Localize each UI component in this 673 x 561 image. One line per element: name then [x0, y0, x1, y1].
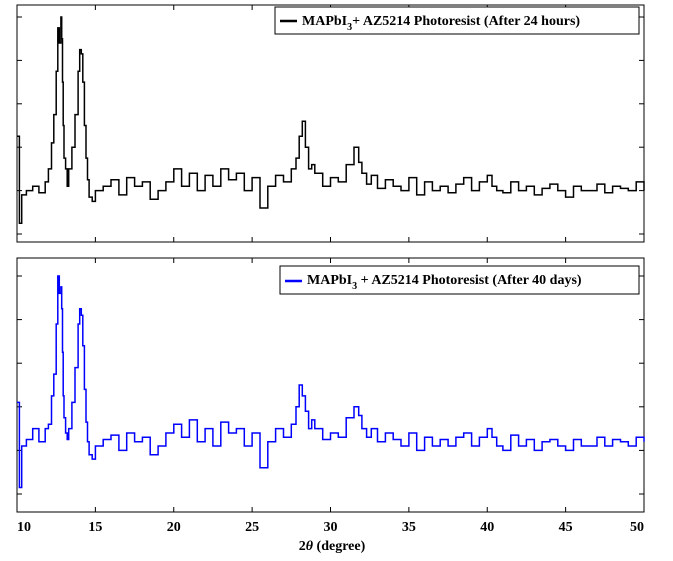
legend-label-40-days-sub: 3	[352, 281, 357, 292]
legend-box-bottom	[279, 265, 640, 295]
x-tick-label: 15	[88, 520, 102, 535]
x-tick-label: 10	[17, 520, 31, 535]
panel-bottom: MAPbI3 + AZ5214 Photoresist (After 40 da…	[16, 257, 645, 513]
legend-label-40-days-rest: + AZ5214 Photoresist (After 40 days)	[357, 273, 582, 288]
legend-bottom: MAPbI3 + AZ5214 Photoresist (After 40 da…	[279, 265, 640, 295]
x-tick-label: 20	[167, 520, 181, 535]
x-tick-label: 40	[480, 520, 494, 535]
ticks-bottom	[16, 258, 645, 512]
plot-frame-top	[16, 4, 645, 243]
legend-label-40-days-base: MAPbI	[307, 273, 352, 288]
x-tick-label: 25	[245, 520, 259, 535]
x-axis-label-suffix: (degree)	[313, 539, 366, 554]
x-tick-label: 50	[630, 520, 644, 535]
plot-frame-bottom	[16, 257, 645, 513]
x-tick-labels: 10 15 20 25 30 35 40 45 50	[17, 520, 644, 535]
legend-label-40-days: MAPbI3 + AZ5214 Photoresist (After 40 da…	[307, 273, 582, 292]
x-axis-label: 2θ (degree)	[299, 539, 366, 554]
legend-label-24-hours-base: MAPbI	[302, 14, 347, 29]
x-tick-label: 30	[324, 520, 338, 535]
legend-box-top	[274, 6, 640, 35]
legend-label-24-hours-sub: 3	[347, 22, 352, 33]
x-axis-label-prefix: 2	[299, 539, 306, 554]
legend-label-24-hours-rest: + AZ5214 Photoresist (After 24 hours)	[352, 14, 580, 29]
panel-top: MAPbI3+ AZ5214 Photoresist (After 24 hou…	[16, 4, 645, 243]
x-tick-label: 45	[559, 520, 573, 535]
series-line-24-hours	[17, 16, 645, 224]
x-axis-label-theta: θ	[306, 539, 314, 554]
legend-top: MAPbI3+ AZ5214 Photoresist (After 24 hou…	[274, 6, 640, 35]
series-line-40-days	[17, 275, 645, 489]
x-tick-label: 35	[402, 520, 416, 535]
legend-label-24-hours: MAPbI3+ AZ5214 Photoresist (After 24 hou…	[302, 14, 580, 33]
